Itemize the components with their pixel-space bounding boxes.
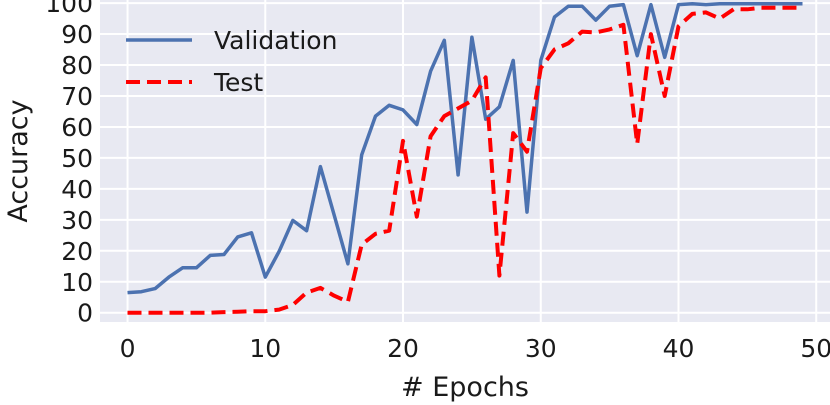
y-axis-label: Accuracy <box>3 99 34 222</box>
legend-label-test: Test <box>213 68 263 97</box>
x-tick-label: 30 <box>525 334 557 363</box>
y-tick-label: 20 <box>61 237 93 266</box>
y-tick-label: 30 <box>61 206 93 235</box>
y-tick-label: 80 <box>61 51 93 80</box>
y-tick-label: 70 <box>61 82 93 111</box>
x-tick-label: 50 <box>800 334 830 363</box>
y-tick-label: 50 <box>61 144 93 173</box>
x-tick-label: 10 <box>249 334 281 363</box>
y-tick-label: 40 <box>61 175 93 204</box>
y-tick-label: 0 <box>77 299 93 328</box>
legend-label-validation: Validation <box>214 26 337 55</box>
x-axis-label: # Epochs <box>401 372 529 403</box>
plot-background <box>100 0 830 322</box>
y-tick-label: 90 <box>61 20 93 49</box>
series-lines <box>127 1 803 315</box>
series-line-test <box>127 5 803 315</box>
y-tick-label: 60 <box>61 113 93 142</box>
legend: Validation Test <box>126 26 337 97</box>
x-tick-label: 0 <box>120 334 136 363</box>
x-tick-label: 20 <box>387 334 419 363</box>
x-tick-label: 40 <box>663 334 695 363</box>
y-tick-label: 10 <box>61 268 93 297</box>
y-tick-label: 100 <box>45 0 93 18</box>
